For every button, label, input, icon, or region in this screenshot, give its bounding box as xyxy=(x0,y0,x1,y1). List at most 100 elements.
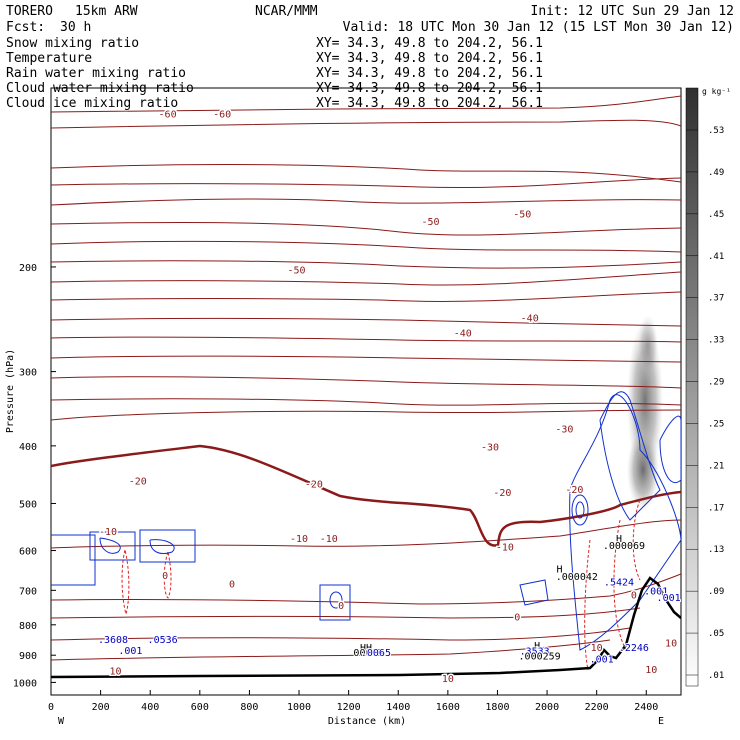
field-extremum-label: .001 xyxy=(590,654,614,665)
temperature-contour-label: -10 xyxy=(496,543,514,554)
x-tick-label: 1800 xyxy=(485,702,509,713)
temperature-contour-label: -50 xyxy=(513,209,531,220)
forecast-label: Fcst: xyxy=(6,20,45,35)
field-extremum-label: .001 xyxy=(657,593,681,604)
temperature-contour-label: -30 xyxy=(555,425,573,436)
x-axis-label: Distance (km) xyxy=(328,716,406,727)
field-xy-snow: XY= 34.3, 49.8 to 204.2, 56.1 xyxy=(316,36,543,51)
x-axis: 0 200 400 600 800 1000 1200 1400 1600 1800 2000 220… xyxy=(48,690,658,713)
field-extremum-label: .000042 xyxy=(556,572,598,583)
x-tick-label: 800 xyxy=(240,702,258,713)
field-legend: Snow mixing ratio XY= 34.3, 49.8 to 204.… xyxy=(6,36,543,111)
field-extremum-label: H xyxy=(534,641,540,652)
field-name-snow: Snow mixing ratio xyxy=(6,36,139,51)
field-extremum-label: .000069 xyxy=(603,541,645,552)
field-extremum-label: .001 xyxy=(644,587,668,598)
organization: NCAR/MMM xyxy=(255,4,318,19)
temperature-contour-label: 10 xyxy=(109,667,121,678)
colorbar-labels: .53 .49 .45 .41 .37 .33 .29 .25 .21 .17 .13 .09 .05.… xyxy=(686,126,724,681)
field-extremum-label: HH xyxy=(360,643,372,654)
temperature-contour-label: -40 xyxy=(521,313,539,324)
colorbar-label: .21 xyxy=(708,461,724,471)
temperature-contour-label: -10 xyxy=(99,527,117,538)
cloud-water-contours xyxy=(51,391,681,651)
colorbar-label: .53 xyxy=(708,126,724,136)
x-tick-label: 600 xyxy=(191,702,209,713)
x-tick-label: 200 xyxy=(92,702,110,713)
x-tick-label: 0 xyxy=(48,702,54,713)
field-name-temperature: Temperature xyxy=(6,51,92,66)
field-extremum-label: H xyxy=(556,564,562,575)
temperature-contour-label: -10 xyxy=(320,534,338,545)
temperature-contour-label: -20 xyxy=(129,477,147,488)
temperature-contour-label: -30 xyxy=(481,442,499,453)
field-xy-temperature: XY= 34.3, 49.8 to 204.2, 56.1 xyxy=(316,51,543,66)
colorbar-label: .49 xyxy=(708,168,724,178)
x-tick-label: 1200 xyxy=(337,702,361,713)
y-tick-label: 600 xyxy=(19,547,37,558)
y-tick-label: 200 xyxy=(19,263,37,274)
colorbar-label: .13 xyxy=(708,545,724,555)
colorbar-label: .33 xyxy=(708,336,724,346)
y-tick-label: 700 xyxy=(19,586,37,597)
y-tick-label: 400 xyxy=(19,442,37,453)
temperature-contour-label: -20 xyxy=(305,479,323,490)
temperature-contour-label: 0 xyxy=(162,571,168,582)
field-extremum-label: .2246 xyxy=(619,643,649,654)
field-extremum-label: .5424 xyxy=(604,577,634,588)
field-extremum-label: .001 xyxy=(118,646,142,657)
forecast-hour: 30 h xyxy=(60,20,91,35)
valid-time: Valid: 18 UTC Mon 30 Jan 12 (15 LST Mon … xyxy=(343,20,734,35)
temperature-contour-label: 10 xyxy=(591,643,603,654)
colorbar-label: .09 xyxy=(708,587,724,597)
temperature-contour-label: -20 xyxy=(493,488,511,499)
y-tick-label: 500 xyxy=(19,499,37,510)
temperature-contour-label: 10 xyxy=(645,665,657,676)
colorbar-unit: g kg⁻¹ xyxy=(702,87,731,96)
colorbar-label: .41 xyxy=(708,252,724,262)
temperature-contour-label: 10 xyxy=(665,638,677,649)
field-extremum-label: .0536 xyxy=(148,635,178,646)
temperature-contour-label: 0 xyxy=(229,580,235,591)
y-axis-label: Pressure (hPa) xyxy=(5,349,16,433)
x-tick-label: 2000 xyxy=(535,702,559,713)
colorbar-label: .05 xyxy=(708,629,724,639)
x-tick-label: 2400 xyxy=(634,702,658,713)
model-name: TORERO xyxy=(6,4,53,19)
temperature-contour-label: -60 xyxy=(213,109,231,120)
y-tick-label: 800 xyxy=(19,621,37,632)
temperature-contour-label: 0 xyxy=(338,601,344,612)
rain-water-contours xyxy=(121,499,641,671)
temperature-contour-label: -20 xyxy=(565,485,583,496)
field-extremum-label: H xyxy=(616,534,622,545)
temperature-contour-label: -40 xyxy=(454,329,472,340)
y-tick-label: 300 xyxy=(19,368,37,379)
snow-shading xyxy=(627,315,663,510)
field-extremum-label: .3608 xyxy=(98,635,128,646)
field-name-cloud-ice: Cloud ice mixing ratio xyxy=(6,96,178,111)
terrain-line xyxy=(51,576,681,679)
y-tick-label: 1000 xyxy=(13,678,37,689)
temperature-contour-label: -50 xyxy=(288,265,306,276)
contour-labels: -60 -60 -50 -50 -50 -40 -40 -30 -30 -20 -20 -20 -20 -… xyxy=(97,108,682,687)
field-extremum-label: 00005 xyxy=(353,648,383,659)
x-tick-label: 1400 xyxy=(386,702,410,713)
model-resolution: 15km ARW xyxy=(75,4,138,19)
x-tick-label: 2200 xyxy=(585,702,609,713)
field-extremum-label: .000259 xyxy=(519,651,561,662)
colorbar-label: .45 xyxy=(708,210,724,220)
colorbar-ramp xyxy=(685,87,699,687)
field-extremum-label: .3533 xyxy=(520,646,550,657)
temperature-contour-label: 0 xyxy=(514,613,520,624)
colorbar: g kg⁻¹ .53 .49 .45 .41 .37 .33 .29 .25 .21 .17 .13… xyxy=(685,87,731,687)
temperature-contour-label: 0 xyxy=(631,590,637,601)
field-extremum-label: .0065 xyxy=(361,648,391,659)
colorbar-label: .29 xyxy=(708,378,724,388)
colorbar-label: .01 xyxy=(708,671,724,681)
x-tick-label: 1000 xyxy=(287,702,311,713)
y-axis: 200 300 400 500 600 700 800 900 1000 xyxy=(13,263,56,689)
x-axis-left-end: W xyxy=(58,716,65,727)
temperature-contours xyxy=(51,95,681,661)
x-axis-right-end: E xyxy=(658,716,664,727)
